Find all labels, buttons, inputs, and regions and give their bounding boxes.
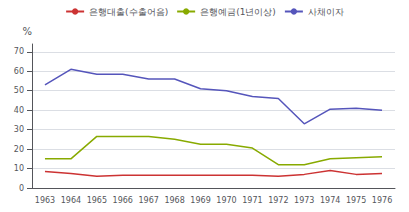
svg-text:사채이자: 사채이자 [308, 7, 344, 17]
svg-text:30: 30 [14, 125, 24, 134]
svg-text:20: 20 [14, 145, 24, 154]
svg-text:60: 60 [14, 67, 24, 76]
svg-text:10: 10 [14, 164, 24, 173]
svg-text:1964: 1964 [61, 196, 81, 205]
svg-text:은행대출(수출어음): 은행대출(수출어음) [89, 7, 168, 17]
svg-text:1976: 1976 [372, 196, 392, 205]
svg-text:1966: 1966 [113, 196, 133, 205]
svg-text:50: 50 [14, 86, 24, 95]
svg-text:1970: 1970 [216, 196, 236, 205]
svg-text:40: 40 [14, 106, 24, 115]
svg-text:1969: 1969 [190, 196, 210, 205]
svg-text:1974: 1974 [320, 196, 340, 205]
svg-text:1971: 1971 [242, 196, 262, 205]
svg-text:1972: 1972 [268, 196, 288, 205]
svg-text:1973: 1973 [294, 196, 314, 205]
svg-text:0: 0 [19, 184, 24, 193]
svg-text:1965: 1965 [87, 196, 107, 205]
svg-text:은행예금(1년이상): 은행예금(1년이상) [200, 7, 276, 17]
svg-text:1968: 1968 [164, 196, 184, 205]
svg-text:1963: 1963 [35, 196, 55, 205]
svg-text:%: % [22, 26, 32, 37]
svg-text:1975: 1975 [346, 196, 366, 205]
svg-text:1967: 1967 [138, 196, 158, 205]
svg-text:70: 70 [14, 47, 24, 56]
